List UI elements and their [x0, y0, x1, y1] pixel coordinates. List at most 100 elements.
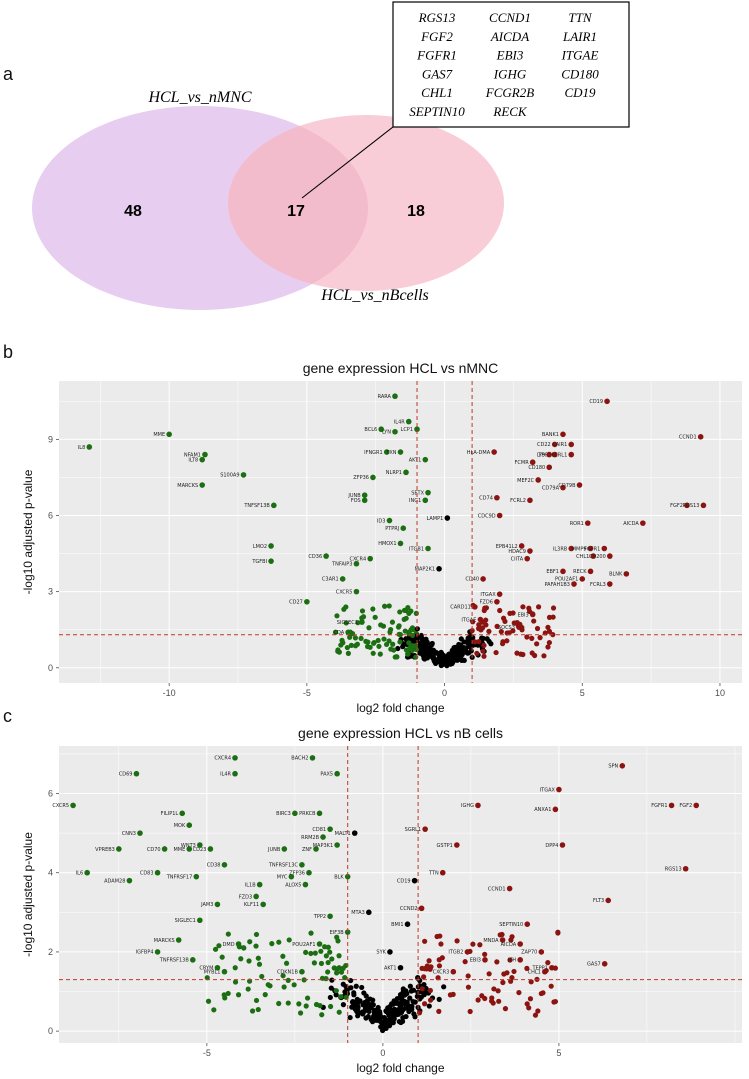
- venn-right-count: 18: [407, 203, 425, 220]
- gene-label: ZAP70: [521, 950, 537, 956]
- gene-point: [470, 941, 476, 947]
- gene-point: [386, 1012, 392, 1018]
- gene-point-cda: [345, 629, 351, 636]
- gene-point: [520, 604, 526, 610]
- gene-point: [347, 634, 353, 640]
- gene-point-blnk: [623, 571, 630, 577]
- x-tick-label: -5: [303, 688, 311, 698]
- gene-point: [235, 992, 242, 998]
- gene-point: [479, 625, 486, 631]
- gene-point: [267, 983, 273, 989]
- gene-point-il4r: [405, 418, 412, 425]
- gene-point: [495, 988, 501, 994]
- shared-gene: AICDA: [490, 29, 529, 44]
- gene-point: [396, 631, 402, 637]
- gene-point-alox5: [302, 881, 309, 888]
- gene-point-bach2: [309, 755, 316, 761]
- gene-label: FILIP1L: [161, 811, 179, 817]
- gene-point: [371, 640, 377, 646]
- venn-callout-line: [301, 126, 394, 199]
- gene-point: [514, 650, 520, 656]
- gene-point: [490, 1000, 496, 1006]
- gene-point-socs3: [516, 624, 522, 630]
- gene-label: TP63: [537, 452, 550, 458]
- gene-point-gas7: [601, 961, 608, 967]
- gene-point: [430, 655, 436, 662]
- gene-point-bank1: [560, 431, 566, 438]
- gene-label: CXCR4: [350, 556, 367, 562]
- gene-point-dpp4: [559, 842, 566, 848]
- venn-intersection-count: 17: [287, 203, 305, 220]
- gene-point: [465, 984, 472, 990]
- gene-point-itgb2: [464, 949, 471, 955]
- gene-point-siglec1: [359, 619, 365, 625]
- gene-point: [386, 1017, 393, 1024]
- labeled-points: RARA CD19 IL4R BCL6 LCP1 LYN MME BANK1 CCND1 IL8 C…: [78, 393, 707, 636]
- gene-point: [366, 1004, 372, 1010]
- gene-point-ighg: [475, 802, 481, 809]
- y-tick-label: 2: [48, 947, 53, 957]
- gene-label: SETX: [411, 490, 424, 496]
- gene-point-aicda: [640, 520, 646, 526]
- x-tick-label: 0: [442, 688, 447, 698]
- gene-label: IL8: [78, 445, 85, 451]
- gene-point: [360, 1011, 366, 1017]
- gene-point: [285, 1000, 291, 1006]
- gene-point: [524, 634, 530, 640]
- gene-point: [436, 1008, 442, 1014]
- gene-point: [509, 975, 515, 981]
- gene-point-nfam1: [202, 451, 208, 458]
- x-tick-label: 10: [715, 688, 725, 698]
- gene-point: [395, 1011, 401, 1017]
- gene-point: [482, 951, 488, 957]
- gene-point: [406, 646, 412, 652]
- gene-label: FCRL3: [590, 582, 606, 588]
- gene-label: FCMR: [515, 460, 530, 466]
- gene-point-malt1: [351, 830, 358, 836]
- gene-label: MOK: [174, 823, 186, 829]
- gene-point: [339, 637, 345, 643]
- gene-point: [331, 965, 337, 971]
- gene-point: [481, 653, 487, 659]
- gene-point-zap70: [538, 949, 545, 955]
- gene-point-vpreb3: [116, 846, 122, 852]
- gene-point-fos: [361, 497, 368, 504]
- shared-gene: FGF2: [420, 29, 453, 44]
- gene-point-lair1: [568, 441, 575, 448]
- gene-point: [507, 610, 513, 616]
- gene-point-lamp1: [444, 515, 451, 521]
- gene-point-bcl6: [378, 426, 385, 433]
- gene-point: [482, 995, 488, 1002]
- gene-point: [365, 639, 371, 645]
- gene-point-fcmr: [529, 459, 536, 466]
- gene-point-ly9: [546, 451, 553, 458]
- gene-point: [370, 997, 376, 1003]
- gene-label: CD19: [397, 878, 411, 884]
- gene-point: [439, 955, 445, 961]
- gene-point: [509, 934, 515, 940]
- gene-label: CNN3: [122, 831, 136, 837]
- gene-point-fgf2: [693, 802, 700, 809]
- gene-label: MARCKS: [154, 938, 175, 944]
- gene-label: JAM3: [200, 902, 213, 908]
- gene-label: PRKCB: [299, 811, 316, 817]
- gene-label: POU2AF1: [555, 577, 578, 583]
- gene-point: [211, 1007, 217, 1013]
- gene-point: [359, 984, 365, 991]
- gene-point: [419, 986, 425, 992]
- gene-label: CCND1: [488, 886, 506, 892]
- gene-point: [406, 640, 412, 646]
- gene-label: CRYM: [199, 966, 213, 972]
- gene-point: [247, 939, 253, 945]
- gene-point: [362, 999, 368, 1006]
- gene-point: [253, 931, 260, 938]
- gene-point: [410, 987, 417, 993]
- gene-point: [467, 1008, 473, 1015]
- shared-genes-list: RGS13 CCND1 TTN FGF2 AICDA LAIR1 FGFR1 EBI3 ITGA…: [409, 10, 599, 119]
- gene-point-fgf2: [684, 502, 690, 509]
- gene-point: [360, 614, 367, 620]
- gene-point-tp63: [551, 451, 558, 458]
- gene-label: ANXA1: [534, 807, 551, 813]
- gene-label: MME: [153, 432, 165, 438]
- gene-label: MNDA: [483, 938, 499, 944]
